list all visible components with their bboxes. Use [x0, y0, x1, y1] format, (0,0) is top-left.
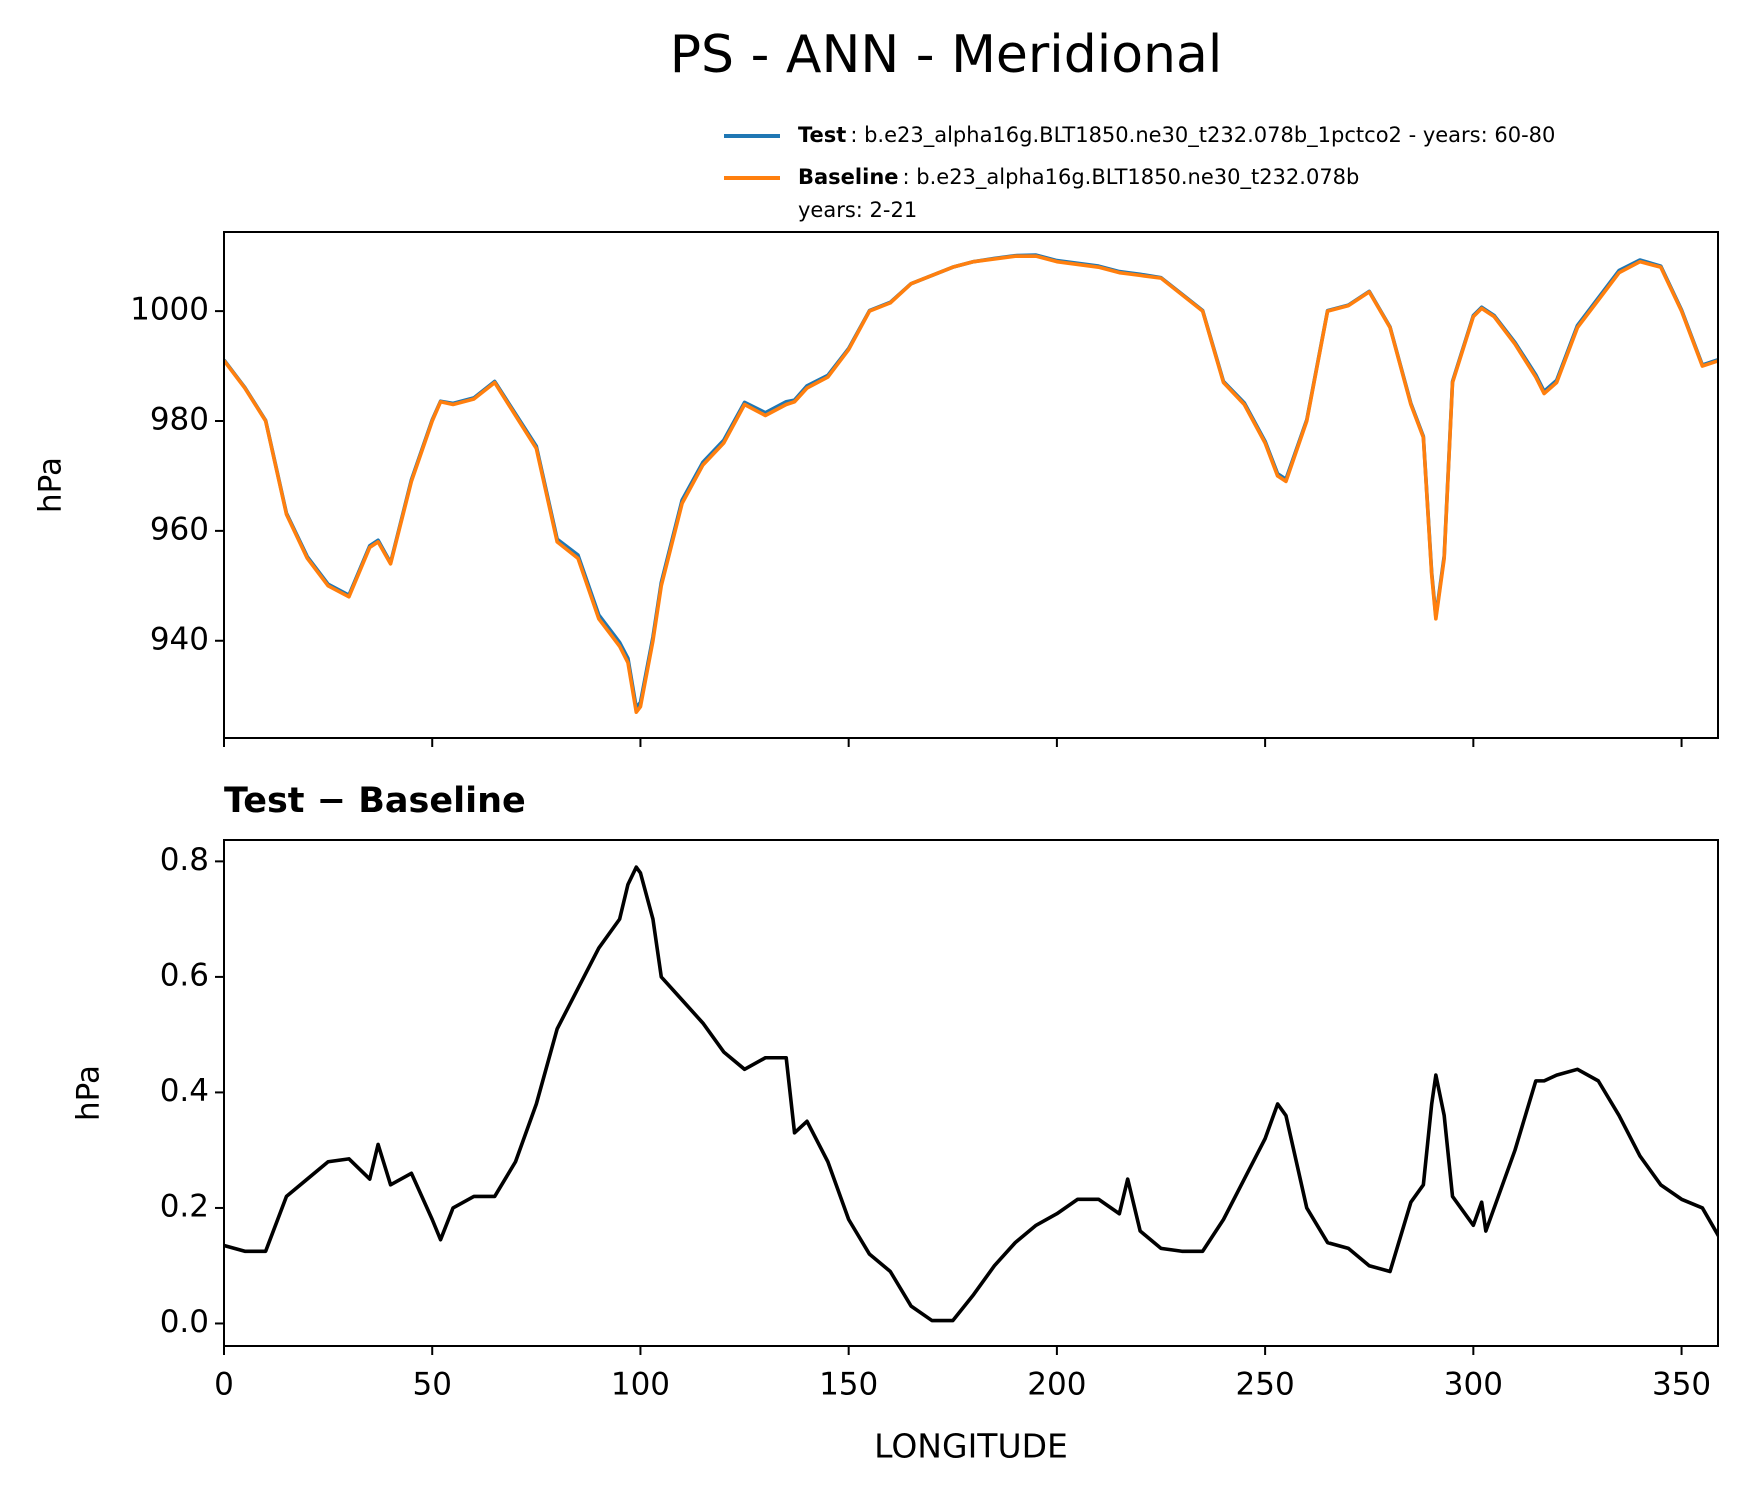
legend-label: Baseline: b.e23_alpha16g.BLT1850.ne30_t2… — [798, 165, 1359, 190]
axes-frame — [223, 839, 1719, 1347]
x-tick-label: 350 — [1652, 1367, 1711, 1403]
axes-title: Test − Baseline — [224, 781, 526, 821]
y-tick-label: 1000 — [130, 292, 209, 328]
y-tick-label: 0.8 — [160, 842, 209, 878]
x-tick-label: 200 — [1027, 1367, 1086, 1403]
y-tick-label: 980 — [150, 401, 209, 437]
y-axis-label: hPa — [71, 1065, 107, 1121]
legend-text: : b.e23_alpha16g.BLT1850.ne30_t232.078b — [903, 165, 1360, 190]
y-tick-label: 0.4 — [160, 1073, 209, 1109]
x-tick-label: 300 — [1444, 1367, 1503, 1403]
x-tick-label: 250 — [1236, 1367, 1295, 1403]
legend-text: years: 2-21 — [798, 198, 917, 222]
x-axis-label: LONGITUDE — [874, 1427, 1068, 1466]
y-tick-label: 0.2 — [160, 1188, 209, 1224]
legend-text: : b.e23_alpha16g.BLT1850.ne30_t232.078b_… — [850, 123, 1555, 148]
y-axis-label: hPa — [33, 457, 69, 513]
series-line — [224, 254, 1718, 714]
x-tick-label: 0 — [214, 1367, 234, 1403]
y-tick-label: 0.6 — [160, 957, 209, 993]
x-tick-label: 50 — [412, 1367, 451, 1403]
y-tick-label: 0.0 — [160, 1304, 209, 1340]
legend-name: Baseline — [798, 165, 899, 189]
y-tick-label: 960 — [150, 511, 209, 547]
x-tick-label: 150 — [819, 1367, 878, 1403]
legend-label: Test: b.e23_alpha16g.BLT1850.ne30_t232.0… — [798, 123, 1555, 148]
axes-frame — [223, 231, 1719, 739]
series-line — [224, 865, 1718, 1323]
series-line — [224, 253, 1718, 710]
legend-name: Test — [798, 123, 846, 147]
y-tick-label: 940 — [150, 621, 209, 657]
figure-title: PS - ANN - Meridional — [670, 25, 1223, 85]
x-tick-label: 100 — [611, 1367, 670, 1403]
